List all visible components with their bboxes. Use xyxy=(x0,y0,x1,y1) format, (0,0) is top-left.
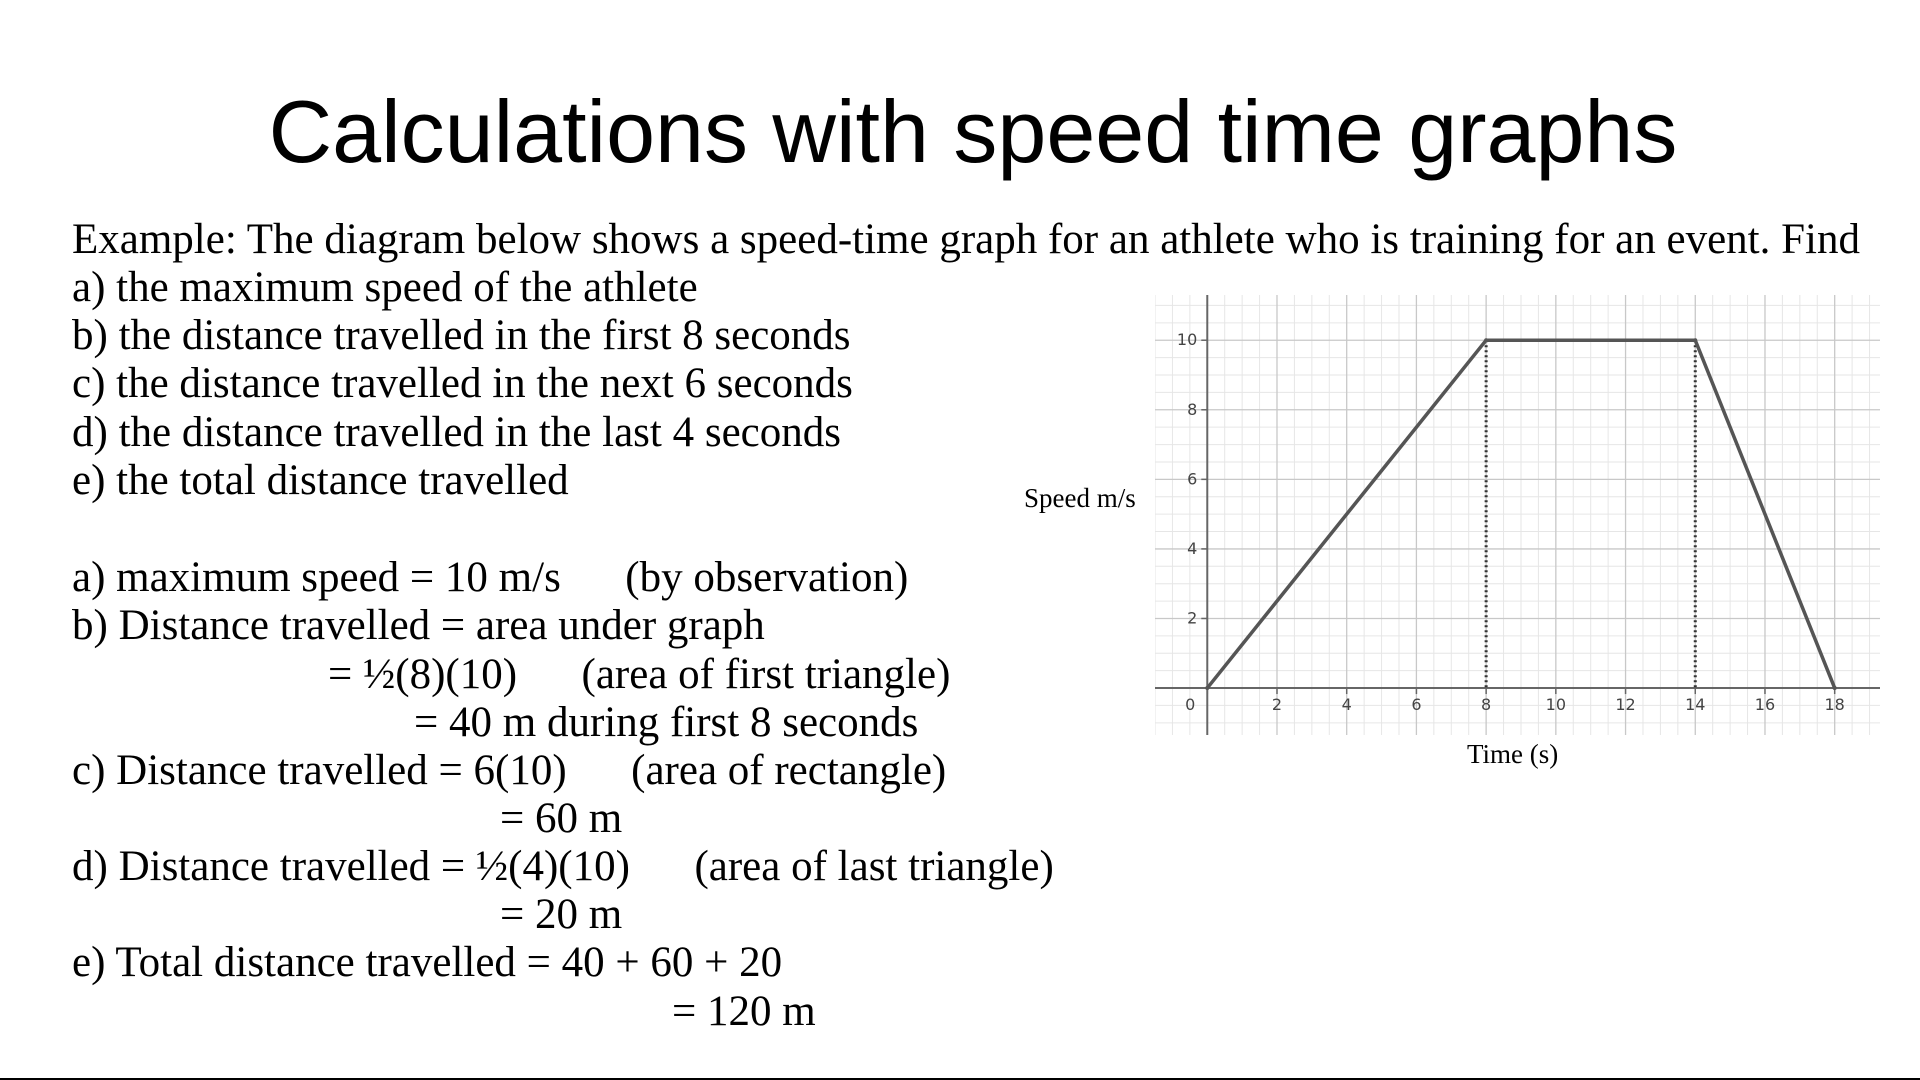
intro-text: Example: The diagram below shows a speed… xyxy=(72,216,1860,263)
x-tick-label: 6 xyxy=(1411,695,1421,714)
solution-b-line3: = 40 m during first 8 seconds xyxy=(414,699,919,746)
y-tick-label: 10 xyxy=(1177,330,1197,349)
speed-line-segment xyxy=(1693,338,1837,690)
question-c: c) the distance travelled in the next 6 … xyxy=(72,360,853,407)
solution-e-line2: = 120 m xyxy=(672,988,816,1035)
question-e: e) the total distance travelled xyxy=(72,457,569,504)
speed-line-segment xyxy=(1205,338,1488,690)
solution-b-line2: = ½(8)(10) (area of first triangle) xyxy=(328,651,951,698)
x-tick-label: 4 xyxy=(1342,695,1352,714)
y-tick-label: 6 xyxy=(1187,469,1197,488)
speed-time-chart: 2 4 6 8 10 12 14 16 18 2 4 6 8 10 0 xyxy=(1155,295,1880,735)
solution-c-line1: c) Distance travelled = 6(10) (area of r… xyxy=(72,747,947,794)
x-tick-label: 8 xyxy=(1481,695,1491,714)
x-tick-label: 10 xyxy=(1546,695,1566,714)
question-a: a) the maximum speed of the athlete xyxy=(72,264,698,311)
x-tick-label: 18 xyxy=(1825,695,1845,714)
x-tick-label: 12 xyxy=(1615,695,1635,714)
data-point xyxy=(1205,686,1210,691)
data-point xyxy=(1693,338,1698,343)
x-tick-label: 16 xyxy=(1755,695,1775,714)
solution-e-line1: e) Total distance travelled = 40 + 60 + … xyxy=(72,939,783,986)
slide-bottom-border xyxy=(0,1078,1920,1080)
y-axis-label: Speed m/s xyxy=(1024,483,1136,513)
y-tick-label: 2 xyxy=(1187,608,1197,627)
slide-title: Calculations with speed time graphs xyxy=(268,82,1678,181)
x-axis-label: Time (s) xyxy=(1467,739,1559,769)
solution-b-line1: b) Distance travelled = area under graph xyxy=(72,602,765,649)
x-tick-label: 2 xyxy=(1272,695,1282,714)
solution-d-line2: = 20 m xyxy=(500,891,623,938)
question-b: b) the distance travelled in the first 8… xyxy=(72,312,851,359)
data-point xyxy=(1484,338,1489,343)
question-d: d) the distance travelled in the last 4 … xyxy=(72,409,841,456)
x-tick-label: 14 xyxy=(1685,695,1705,714)
data-point xyxy=(1832,686,1837,691)
origin-label: 0 xyxy=(1185,695,1195,714)
solution-c-line2: = 60 m xyxy=(500,795,623,842)
solution-d-line1: d) Distance travelled = ½(4)(10) (area o… xyxy=(72,843,1054,890)
y-tick-label: 4 xyxy=(1187,539,1197,558)
solution-a: a) maximum speed = 10 m/s (by observatio… xyxy=(72,554,909,601)
y-tick-label: 8 xyxy=(1187,400,1197,419)
